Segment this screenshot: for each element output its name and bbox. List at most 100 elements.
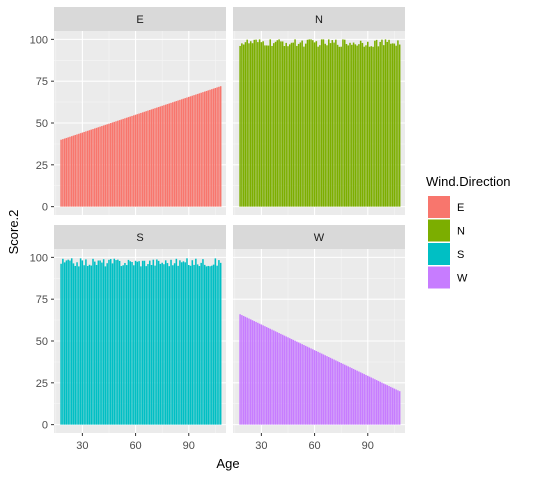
bar: [189, 96, 192, 207]
bar: [258, 39, 261, 207]
bar: [265, 327, 268, 425]
legend-key: [428, 243, 450, 265]
bar: [338, 46, 341, 207]
bar: [359, 372, 362, 425]
bar: [86, 130, 89, 207]
bar: [292, 339, 295, 425]
legend-label: W: [457, 273, 468, 285]
bar: [145, 111, 147, 207]
bar: [278, 39, 280, 207]
bar: [354, 44, 357, 207]
bar: [161, 262, 163, 425]
facet-strip-label: N: [315, 14, 323, 26]
bar: [133, 115, 135, 207]
bar: [251, 320, 254, 425]
y-tick-label: 50: [36, 118, 48, 130]
bar: [129, 261, 132, 425]
legend-entry-S: S: [428, 243, 464, 265]
bar: [118, 120, 121, 207]
bar: [193, 95, 195, 207]
bar: [274, 331, 277, 425]
bar: [338, 362, 341, 425]
bar: [241, 43, 243, 207]
bar: [150, 109, 153, 207]
bar: [276, 332, 279, 425]
bar: [195, 94, 197, 207]
x-tick-label: 90: [362, 440, 374, 452]
bar: [88, 264, 91, 425]
bar: [244, 316, 247, 425]
bar: [283, 335, 286, 425]
bar: [368, 46, 371, 207]
bar: [72, 263, 75, 425]
bar: [324, 43, 326, 207]
bar: [196, 264, 199, 425]
bar: [257, 42, 259, 207]
facet-strip-label: S: [136, 232, 143, 244]
bar: [395, 45, 397, 207]
bar: [163, 264, 165, 425]
bar: [349, 367, 351, 425]
bar: [168, 103, 171, 207]
bar: [104, 266, 107, 425]
bar: [62, 139, 64, 207]
bar: [352, 368, 355, 425]
bar: [94, 128, 96, 207]
bar: [283, 46, 286, 207]
y-axis-title: Score.2: [6, 210, 21, 255]
bar: [99, 260, 101, 425]
bar: [111, 122, 114, 207]
bar: [381, 39, 383, 207]
bar: [196, 93, 199, 207]
bar: [331, 40, 334, 207]
bar: [352, 42, 355, 207]
bar: [290, 42, 293, 207]
bar: [140, 266, 142, 425]
bar: [172, 265, 174, 425]
bar: [113, 258, 116, 425]
bar: [329, 43, 332, 207]
bar: [351, 368, 353, 425]
bar: [189, 265, 192, 425]
bar: [83, 265, 85, 425]
bar: [173, 101, 176, 207]
bar: [319, 45, 321, 207]
bar: [345, 365, 348, 425]
bar: [273, 330, 275, 425]
bar: [211, 89, 213, 207]
bar: [365, 45, 367, 207]
bar: [271, 329, 273, 425]
bar: [386, 41, 389, 207]
bar: [180, 99, 183, 207]
bar: [157, 107, 160, 207]
bar: [157, 260, 160, 425]
bar: [320, 353, 323, 425]
bar: [312, 40, 314, 207]
bar: [299, 343, 302, 425]
bar: [303, 46, 305, 207]
bar: [159, 263, 162, 425]
bar: [177, 100, 179, 207]
bar: [111, 263, 114, 425]
bar: [147, 110, 149, 207]
bar: [363, 46, 365, 207]
bar: [324, 355, 326, 425]
bar: [152, 259, 155, 425]
bar: [188, 96, 190, 207]
bar: [327, 356, 330, 425]
bar: [156, 259, 158, 425]
bar: [92, 129, 94, 207]
bar: [345, 44, 348, 207]
bar: [90, 129, 92, 207]
bar: [382, 45, 385, 207]
bar: [70, 136, 73, 207]
bar: [260, 324, 263, 425]
bar: [326, 356, 328, 425]
bar: [249, 319, 252, 425]
bar: [109, 123, 112, 207]
bar: [209, 89, 211, 207]
bar: [242, 44, 245, 207]
bar: [248, 43, 250, 207]
bar: [115, 121, 117, 207]
bar: [125, 117, 128, 207]
